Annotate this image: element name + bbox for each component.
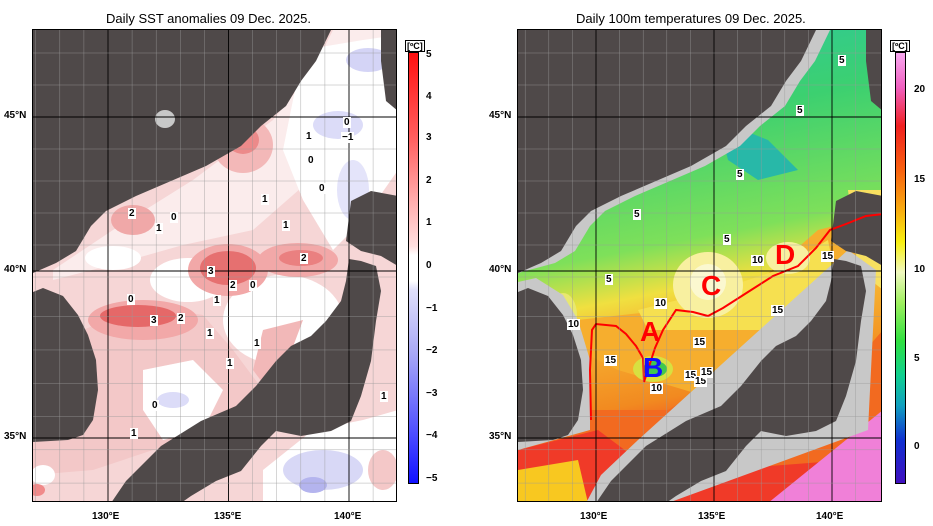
contour-label: 1 [213,295,221,306]
contour-label: 5 [736,169,744,180]
island [155,110,175,128]
contour-label: 0 [151,400,159,411]
colorbar-tick-label: 5 [426,49,432,60]
colorbar-tick-label: 10 [914,264,926,275]
contour-label: 15 [700,367,714,378]
contour-label: 3 [150,315,158,326]
lat-label: 45°N [4,110,27,121]
contour-label: 10 [751,255,765,266]
lon-label: 130°E [92,511,120,522]
sst-anomaly-map: 1 0 −1 0 0 1 2 1 0 1 2 3 2 0 1 0 3 2 1 1… [32,29,397,502]
colorbar-tick-label: 15 [914,174,926,185]
asia-mainland [33,30,331,273]
contour-label: 2 [300,253,308,264]
contour-label: 0 [127,294,135,305]
colorbar-unit: [ºC] [405,40,425,52]
colorbar-tick-label: 5 [914,353,920,364]
land [33,30,396,501]
contour-label: 5 [605,274,613,285]
colorbar-unit: [ºC] [890,40,910,52]
temp-100m-map-canvas [518,30,881,501]
contour-label: 1 [282,220,290,231]
korea [33,288,98,442]
lon-label: 135°E [214,511,242,522]
contour-label: 1 [130,428,138,439]
left-map-title: Daily SST anomalies 09 Dec. 2025. [106,11,311,26]
contour-label: 10 [567,319,581,330]
lat-label: 35°N [4,431,27,442]
colorbar-tick-label: −5 [426,473,438,484]
marker-a: A [640,316,661,347]
contour-label: −1 [341,132,355,143]
marker-c: C [701,270,722,301]
contour-label: 15 [693,337,707,348]
colorbar-tick-label: 0 [914,441,920,452]
contour-label: 10 [654,298,668,309]
temp-100m-map: 5 5 5 5 5 5 10 10 10 15 15 15 15 15 15 1… [517,29,882,502]
colorbar-tick-label: −3 [426,388,438,399]
contour-label: 0 [318,183,326,194]
temperature-colorbar [895,52,906,484]
grid [33,30,396,501]
front-line [588,213,881,421]
contour-label: 3 [207,266,215,277]
contour-label: 0 [307,155,315,166]
hokkaido [831,191,881,265]
contour-label: 15 [684,370,698,381]
contour-label: 5 [633,209,641,220]
colorbar-tick-label: 4 [426,91,432,102]
contour-label: 2 [229,280,237,291]
lon-label: 140°E [334,511,362,522]
contour-label: 0 [170,212,178,223]
colorbar-tick-label: −1 [426,303,438,314]
contour-label: 2 [177,313,185,324]
colorbar-tick-label: −4 [426,430,438,441]
colorbar-tick-label: 1 [426,217,432,228]
contour-label: 1 [206,328,214,339]
marker-d: D [775,239,796,270]
contour-label: 15 [821,251,835,262]
colorbar-tick-label: −2 [426,345,438,356]
contour-label: 1 [253,338,261,349]
honshu [112,259,381,501]
lat-label: 35°N [489,431,512,442]
honshu [597,259,866,501]
sakhalin [866,30,881,110]
right-map-title: Daily 100m temperatures 09 Dec. 2025. [576,11,806,26]
contour-label: 15 [604,355,618,366]
contour-label: 1 [155,223,163,234]
contour-label: 15 [694,376,708,387]
marker-b: B [643,352,664,383]
lat-label: 40°N [489,264,512,275]
sakhalin [381,30,396,110]
colorbar-tick-label: 0 [426,260,432,271]
contour-label: 5 [838,55,846,66]
lon-label: 130°E [580,511,608,522]
anomaly-colorbar [408,52,419,484]
contour-label: 1 [380,391,388,402]
contour-label: 5 [796,105,804,116]
lon-label: 140°E [816,511,844,522]
contour-label: 1 [261,194,269,205]
colorbar-tick-label: 2 [426,175,432,186]
contour-label: 15 [771,305,785,316]
contour-label: 1 [305,131,313,142]
colorbar-tick-label: 20 [914,84,926,95]
contour-label: 5 [723,234,731,245]
contour-label: 2 [128,208,136,219]
korea [518,288,583,442]
sst-anomaly-map-canvas [33,30,396,501]
hokkaido [346,191,396,265]
lon-label: 135°E [698,511,726,522]
contour-label: 10 [650,383,664,394]
lat-label: 40°N [4,264,27,275]
grid [518,30,881,501]
contour-label: 0 [343,117,351,128]
colorbar-tick-label: 3 [426,132,432,143]
contour-label: 0 [249,280,257,291]
lat-label: 45°N [489,110,512,121]
contour-label: 1 [226,358,234,369]
